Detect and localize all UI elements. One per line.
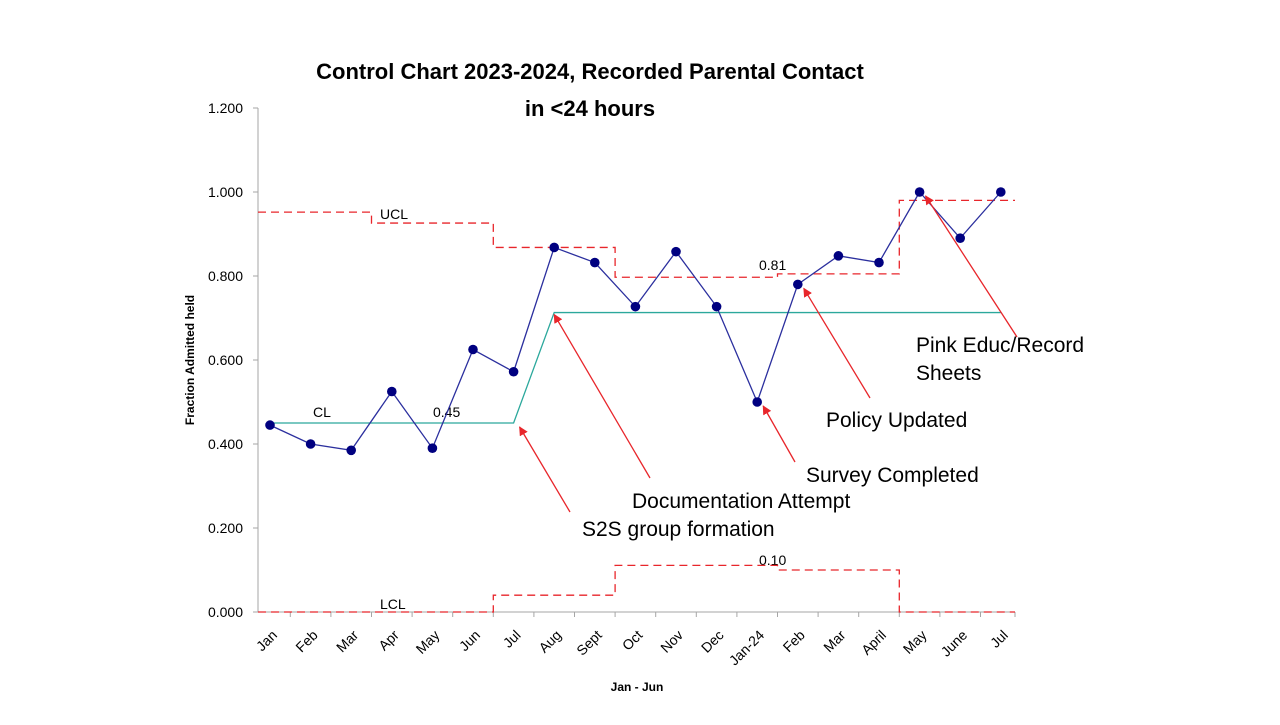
y-axis-label: Fraction Admitted held xyxy=(183,295,197,425)
x-tick-label: Jan xyxy=(253,627,280,654)
lcl-label: LCL xyxy=(380,596,406,612)
x-tick-label: May xyxy=(900,627,930,657)
data-point xyxy=(833,251,844,261)
data-point xyxy=(346,445,357,456)
y-tick-label: 1.200 xyxy=(208,100,243,116)
data-point xyxy=(874,257,884,268)
chart-title-line-2: in <24 hours xyxy=(525,96,655,121)
data-point xyxy=(711,301,722,312)
x-tick-label: May xyxy=(413,627,443,657)
annotation-arrow xyxy=(925,195,1018,338)
y-tick-label: 0.800 xyxy=(208,268,243,284)
x-tick-label: Mar xyxy=(333,627,362,656)
data-point xyxy=(468,344,478,355)
x-tick-label: Sept xyxy=(573,627,605,659)
x-tick-label: Mar xyxy=(820,627,849,656)
ucl-value-label: 0.81 xyxy=(759,257,786,273)
data-point xyxy=(265,420,275,430)
x-axis-label: Jan - Jun xyxy=(611,680,664,694)
annotation-arrow xyxy=(553,313,651,479)
data-point xyxy=(793,279,803,290)
data-point xyxy=(427,443,438,454)
x-tick-label: Jun xyxy=(456,627,483,654)
data-series xyxy=(265,187,1006,456)
lcl-line xyxy=(258,564,1015,613)
data-point xyxy=(671,246,681,257)
data-point xyxy=(752,397,762,407)
y-tick-label: 0.200 xyxy=(208,520,243,536)
data-point xyxy=(590,257,600,268)
data-point xyxy=(387,386,397,397)
y-tick-label: 0.600 xyxy=(208,352,243,368)
data-point xyxy=(549,242,559,253)
annotation-label: Sheets xyxy=(916,362,981,385)
data-point xyxy=(996,187,1006,197)
annotation-label: Policy Updated xyxy=(826,409,967,432)
ucl-label: UCL xyxy=(380,206,408,222)
x-tick-label: April xyxy=(858,627,889,658)
x-tick-label: Jul xyxy=(500,627,524,651)
x-tick-label: June xyxy=(938,627,971,660)
annotation-label: Pink Educ/Record xyxy=(916,334,1084,357)
y-tick-label: 0.000 xyxy=(208,604,243,620)
cl-label: CL xyxy=(313,404,331,420)
x-tick-label: Apr xyxy=(375,627,402,654)
lcl-value-label: 0.10 xyxy=(759,552,786,568)
x-tick-label: Feb xyxy=(292,627,321,656)
annotation-arrow xyxy=(762,405,796,463)
x-tick-label: Jan-24 xyxy=(726,627,768,669)
x-tick-label: Aug xyxy=(535,627,564,656)
cl-line xyxy=(270,311,1001,424)
x-tick-label: Nov xyxy=(657,627,686,656)
data-point xyxy=(305,439,316,449)
data-point xyxy=(508,366,519,377)
data-point xyxy=(914,187,925,197)
annotation-arrow xyxy=(519,426,571,513)
x-tick-label: Dec xyxy=(698,627,727,656)
ucl-line xyxy=(258,199,1015,278)
y-tick-label: 0.400 xyxy=(208,436,243,452)
annotation-label: S2S group formation xyxy=(582,518,775,541)
annotation-arrow xyxy=(803,287,871,399)
chart-title-line-1: Control Chart 2023-2024, Recorded Parent… xyxy=(316,59,864,84)
annotation-label: Survey Completed xyxy=(806,464,979,487)
data-point xyxy=(955,233,965,243)
data-point xyxy=(630,301,641,312)
x-tick-label: Jul xyxy=(987,627,1011,651)
x-tick-label: Feb xyxy=(780,627,809,656)
control-limit-lines xyxy=(258,199,1015,613)
x-tick-label: Oct xyxy=(619,627,646,654)
axes: 0.000 0.200 0.400 0.600 0.800 1.000 1.200 Jan Fe… xyxy=(208,100,1016,669)
annotations: S2S group formation Documentation Attempt… xyxy=(519,195,1084,541)
annotation-label: Documentation Attempt xyxy=(632,490,850,513)
y-tick-label: 1.000 xyxy=(208,184,243,200)
